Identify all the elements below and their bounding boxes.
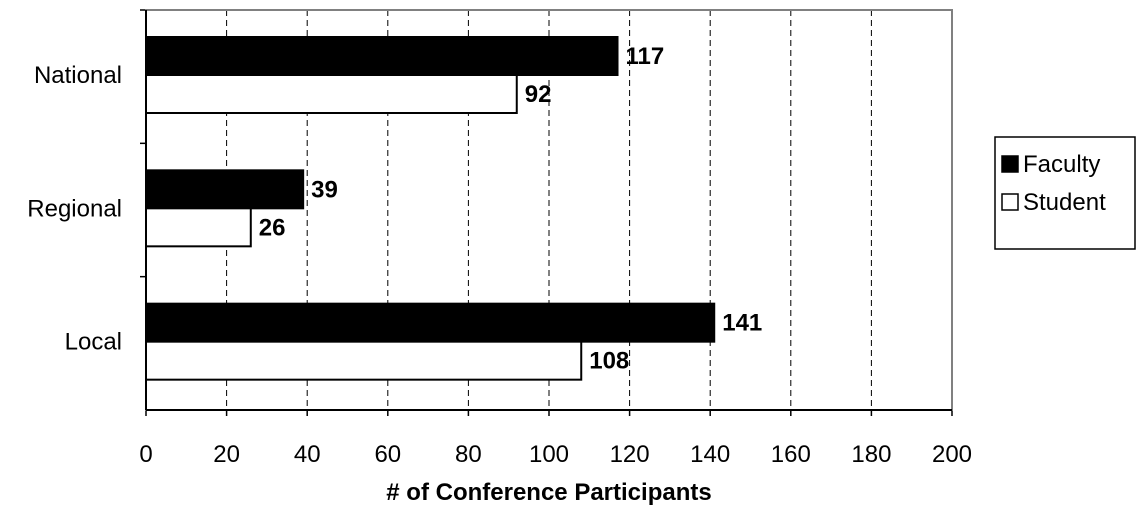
data-label: 92 (525, 81, 552, 108)
legend-swatch-faculty (1001, 155, 1019, 173)
x-tick-label: 200 (932, 441, 972, 468)
x-tick-label: 140 (690, 441, 730, 468)
x-tick-label: 40 (294, 441, 321, 468)
x-tick-label: 180 (851, 441, 891, 468)
x-axis-title: # of Conference Participants (386, 479, 711, 506)
bars (145, 36, 716, 381)
legend: Faculty Student (994, 136, 1136, 250)
data-label: 108 (589, 348, 629, 375)
data-label: 26 (259, 214, 286, 241)
data-label: 39 (311, 176, 338, 203)
legend-label-faculty: Faculty (1023, 151, 1100, 178)
x-tick-label: 60 (374, 441, 401, 468)
bar-student-regional (145, 207, 252, 248)
data-label: 141 (722, 310, 762, 337)
axes: 0 20 40 60 80 100 120 140 160 180 200 National Regio… (27, 9, 972, 468)
y-category-label: National (34, 62, 122, 89)
bar-faculty-national (145, 36, 619, 76)
y-category-label: Local (65, 329, 122, 356)
x-tick-label: 0 (139, 441, 152, 468)
legend-label-student: Student (1023, 189, 1106, 216)
bar-student-local (145, 340, 583, 381)
x-tick-label: 80 (455, 441, 482, 468)
bar-faculty-local (145, 302, 716, 343)
y-category-label: Regional (27, 195, 122, 222)
legend-items: Faculty Student (1001, 151, 1106, 216)
bar-faculty-regional (145, 169, 305, 210)
bar-student-national (145, 74, 518, 114)
x-tick-label: 120 (610, 441, 650, 468)
x-tick-label: 160 (771, 441, 811, 468)
legend-swatch-student (1001, 193, 1019, 211)
data-label: 117 (626, 43, 665, 70)
x-tick-label: 20 (213, 441, 240, 468)
data-labels: 117 39 141 92 26 108 (259, 43, 762, 375)
x-tick-label: 100 (529, 441, 569, 468)
